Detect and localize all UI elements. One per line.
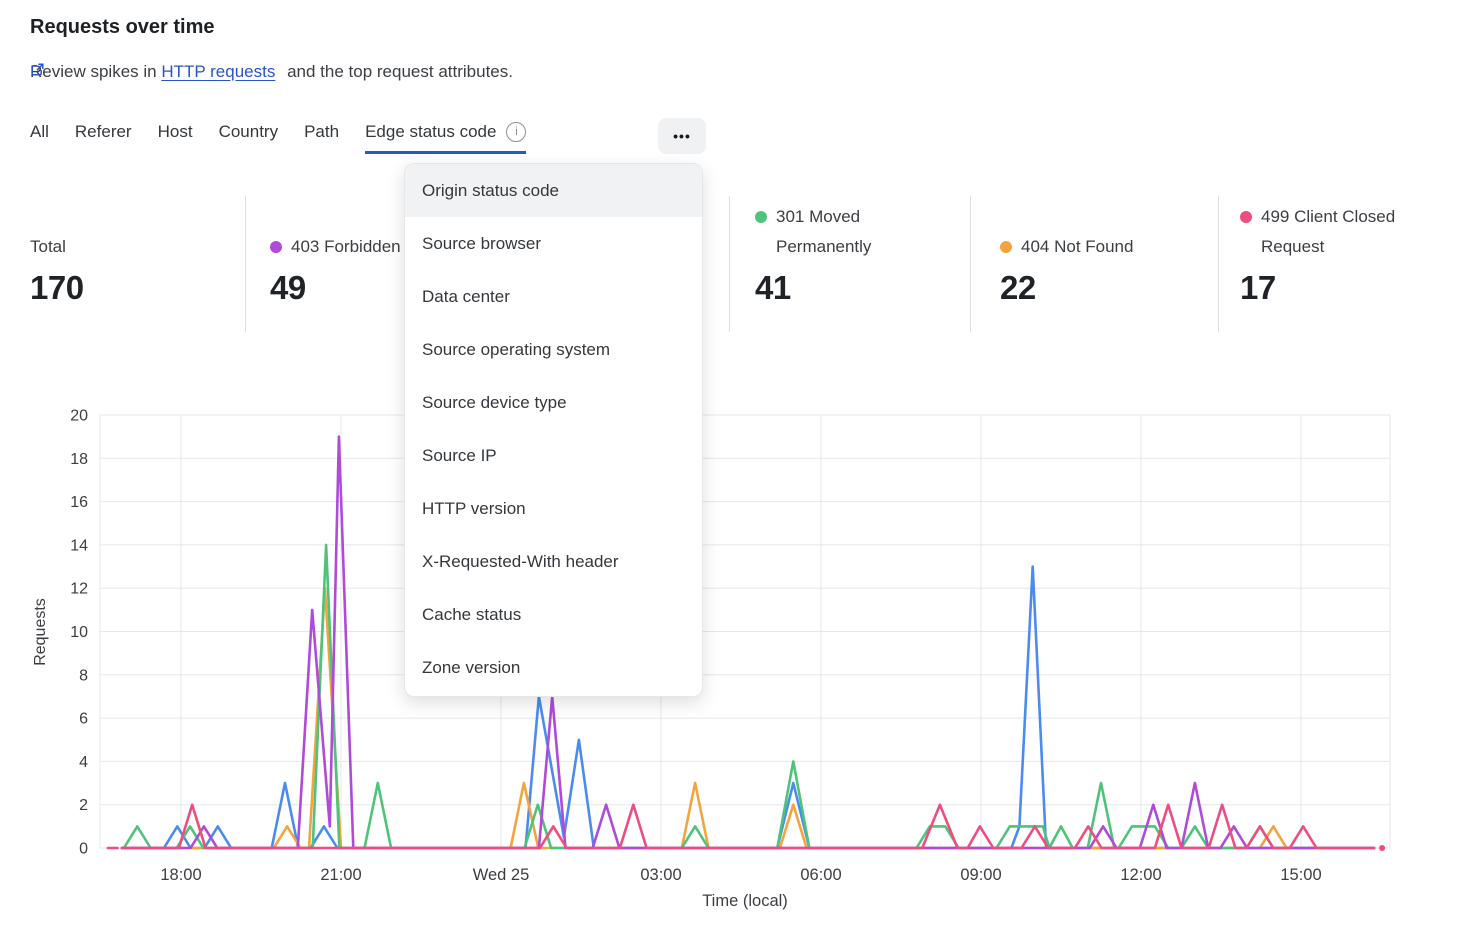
stat-label: Total	[30, 237, 66, 256]
tab-all[interactable]: All	[30, 122, 49, 154]
legend-dot	[1240, 211, 1252, 223]
tab-label: All	[30, 122, 49, 141]
dropdown-item-http-version[interactable]: HTTP version	[422, 498, 526, 518]
series-end-dot-499-client-closed-request	[1379, 845, 1386, 851]
x-tick-label: 21:00	[320, 866, 361, 884]
subtitle-text-before: Review spikes in	[30, 62, 157, 81]
page-subtitle: Review spikes in HTTP requests and the t…	[30, 62, 513, 82]
stat-404-not-found: 404 Not Found 22	[1000, 196, 1133, 307]
dropdown-item-zone-version[interactable]: Zone version	[422, 657, 521, 677]
stat-total: Total 170	[30, 196, 84, 307]
y-tick-label: 20	[70, 408, 88, 425]
info-icon[interactable]: i	[506, 122, 527, 142]
x-tick-label: 15:00	[1280, 866, 1321, 884]
y-tick-label: 4	[79, 754, 88, 771]
tab-country[interactable]: Country	[219, 122, 279, 154]
tab-label: Edge status code	[365, 122, 497, 141]
y-tick-label: 0	[79, 841, 88, 858]
y-tick-label: 16	[70, 494, 88, 511]
attribute-tabs: All Referer Host Country Path Edge status cod…	[30, 122, 527, 154]
legend-dot	[270, 241, 282, 253]
dropdown-item-cache-status[interactable]: Cache status	[422, 604, 522, 624]
more-tabs-button[interactable]: •••	[658, 118, 706, 154]
tab-host[interactable]: Host	[158, 122, 193, 154]
stat-label: 499 Client Closed Request	[1261, 207, 1396, 256]
y-tick-label: 6	[79, 711, 88, 728]
stat-divider	[1218, 196, 1219, 332]
dropdown-item-origin-status-code[interactable]: Origin status code	[405, 164, 702, 217]
attribute-dropdown-menu: Origin status code Source browser Data cen…	[404, 163, 703, 697]
y-tick-label: 14	[70, 537, 88, 554]
series-line-unlabeled-legend-hidden-by-menu	[120, 565, 1376, 850]
series-line-499-client-closed-request	[120, 803, 1376, 850]
y-tick-label: 12	[70, 581, 88, 598]
stat-301-moved-permanently: 301 Moved Permanently 41	[755, 196, 951, 307]
dropdown-item-data-center[interactable]: Data center	[422, 286, 510, 306]
legend-dot	[1000, 241, 1012, 253]
stat-value: 22	[1000, 269, 1036, 306]
x-tick-label: Wed 25	[473, 866, 530, 884]
x-tick-label: 18:00	[160, 866, 201, 884]
stat-value: 41	[755, 269, 791, 306]
stat-403-forbidden: 403 Forbidden 49	[270, 196, 401, 307]
tab-label: Country	[218, 122, 279, 141]
stat-value: 49	[270, 269, 306, 306]
dropdown-item-x-requested-with-header[interactable]: X-Requested-With header	[422, 551, 619, 571]
x-tick-label: 09:00	[960, 866, 1001, 884]
tab-path[interactable]: Path	[304, 122, 339, 154]
stat-divider	[245, 196, 246, 332]
dropdown-item-source-operating-system[interactable]: Source operating system	[422, 339, 611, 359]
y-tick-label: 10	[70, 624, 88, 641]
http-requests-link[interactable]: HTTP requests	[161, 62, 276, 81]
tab-label: Host	[157, 122, 193, 141]
stat-divider	[970, 196, 971, 332]
y-tick-label: 2	[79, 797, 88, 814]
series-line-301-moved-permanently	[120, 543, 1376, 850]
y-tick-label: 18	[70, 451, 88, 468]
x-tick-label: 03:00	[640, 866, 681, 884]
stat-label: 404 Not Found	[1021, 237, 1134, 256]
dropdown-item-source-browser[interactable]: Source browser	[422, 233, 542, 253]
x-axis-label: Time (local)	[702, 892, 788, 910]
x-tick-label: 12:00	[1120, 866, 1161, 884]
stat-value: 170	[30, 269, 84, 306]
subtitle-text-after: and the top request attributes.	[287, 62, 513, 81]
tab-label: Referer	[74, 122, 132, 141]
stat-label: 301 Moved Permanently	[776, 207, 872, 256]
stat-499-client-closed-request: 499 Client Closed Request 17	[1240, 196, 1436, 307]
stat-label: 403 Forbidden	[291, 237, 401, 256]
page-title: Requests over time	[30, 16, 215, 38]
tab-edge-status-code[interactable]: Edge status code i	[365, 122, 527, 154]
stat-value: 17	[1240, 269, 1276, 306]
tab-referer[interactable]: Referer	[75, 122, 132, 154]
stat-divider	[729, 196, 730, 332]
dropdown-item-source-ip[interactable]: Source IP	[422, 445, 497, 465]
tab-label: Path	[304, 122, 340, 141]
legend-dot	[755, 211, 767, 223]
x-tick-label: 06:00	[800, 866, 841, 884]
series-line-403-forbidden	[120, 435, 1376, 850]
y-axis-label: Requests	[32, 598, 49, 666]
y-tick-label: 8	[79, 667, 88, 684]
dropdown-item-source-device-type[interactable]: Source device type	[422, 392, 567, 412]
